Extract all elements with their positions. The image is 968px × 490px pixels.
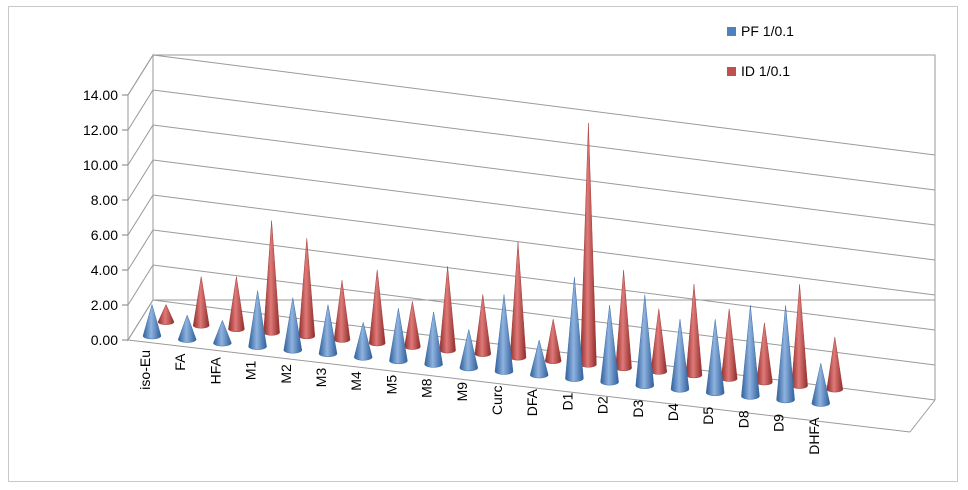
cone-pf <box>353 322 373 361</box>
gridline-side <box>127 159 154 201</box>
cone-pf <box>424 311 443 368</box>
x-tick-label: D4 <box>665 403 681 421</box>
legend-entry: ID 1/0.1 <box>727 63 790 79</box>
y-tick-label: 6.00 <box>91 227 118 243</box>
legend-swatch <box>727 67 736 76</box>
cone-pf <box>283 297 303 354</box>
gridline <box>152 54 936 156</box>
x-tick-label: D8 <box>735 410 751 428</box>
x-tick-label: HFA <box>207 356 223 384</box>
gridline-side <box>127 54 154 96</box>
side-wall <box>127 53 154 342</box>
x-tick-label: DHFA <box>806 417 822 455</box>
gridline-side <box>127 299 154 341</box>
gridline <box>152 159 936 261</box>
cone-pf <box>142 303 162 340</box>
cone-id <box>192 276 210 329</box>
gridline-side <box>127 264 154 306</box>
x-tick-label: M8 <box>419 378 435 398</box>
cone-id <box>544 319 562 364</box>
cone-id <box>650 308 668 375</box>
chart-walls <box>127 53 936 342</box>
cone-pf <box>811 363 831 407</box>
y-axis-ticks: 0.00 2.00 4.00 6.00 8.00 10.00 12.00 14.00 <box>83 87 128 348</box>
legend: PF 1/0.1 ID 1/0.1 <box>727 23 794 79</box>
x-tick-label: M3 <box>313 368 329 388</box>
cone-pf <box>670 319 690 393</box>
x-tick-label: M5 <box>383 375 399 395</box>
x-tick-label: FA <box>172 353 188 371</box>
cone-id <box>756 322 773 386</box>
gridline-side <box>127 89 154 131</box>
legend-entry: PF 1/0.1 <box>727 23 794 39</box>
x-tick-label: Curc <box>489 386 505 416</box>
gridline <box>152 89 936 191</box>
y-tick-label: 2.00 <box>91 297 118 313</box>
gridline <box>152 124 936 226</box>
cone-id <box>720 308 738 382</box>
cone-pf <box>565 277 584 382</box>
cone-pf <box>318 304 338 357</box>
gridline-side <box>127 229 154 271</box>
x-tick-label: D1 <box>559 392 575 410</box>
legend-label: PF 1/0.1 <box>741 23 794 39</box>
cone-pf <box>177 314 197 343</box>
gridline <box>152 194 936 296</box>
cone-id <box>474 294 492 357</box>
x-tick-label: M4 <box>348 371 364 391</box>
y-tick-label: 12.00 <box>83 122 118 138</box>
cone-id <box>157 303 175 325</box>
y-tick-label: 14.00 <box>83 87 118 103</box>
y-tick-label: 8.00 <box>91 192 118 208</box>
cone-pf <box>600 305 619 386</box>
y-tick-label: 10.00 <box>83 157 118 173</box>
x-tick-label: M9 <box>454 382 470 402</box>
x-tick-label: M2 <box>278 364 294 384</box>
cone-pf <box>705 319 725 397</box>
gridline-side <box>127 124 154 166</box>
y-tick-label: 4.00 <box>91 262 118 278</box>
cone-pf <box>741 305 760 400</box>
cone-pf <box>213 319 232 347</box>
cone-pf <box>494 294 514 375</box>
cone-id <box>826 336 844 393</box>
gridlines <box>127 54 936 433</box>
cone-pf <box>776 305 795 404</box>
back-wall <box>152 54 936 301</box>
x-tick-label: M1 <box>243 360 259 380</box>
gridline-side <box>127 194 154 236</box>
x-tick-label: iso-Eu <box>137 350 153 390</box>
x-axis-labels: iso-Eu FA HFA M1 M2 M3 M4 M5 M8 M9 Curc DFA D1 D2 D3 D4… <box>137 350 822 455</box>
cone-pf <box>635 294 655 389</box>
x-tick-label: D3 <box>630 399 646 417</box>
cones <box>142 123 844 407</box>
cone-id <box>404 301 421 350</box>
floor-edge-right <box>909 399 936 433</box>
floor-edge <box>127 339 911 433</box>
gridline <box>152 229 936 331</box>
x-tick-label: D2 <box>595 396 611 414</box>
legend-swatch <box>727 27 736 36</box>
legend-label: ID 1/0.1 <box>741 63 790 79</box>
cone-pf <box>389 308 408 365</box>
x-tick-label: DFA <box>524 388 540 416</box>
x-tick-label: D5 <box>700 407 716 425</box>
cone-pf <box>529 339 549 379</box>
cone-pf <box>248 290 267 350</box>
y-tick-label: 0.00 <box>91 332 118 348</box>
cone-id <box>368 269 386 347</box>
cone-id <box>228 276 245 332</box>
x-tick-label: D9 <box>771 414 787 432</box>
cone-pf <box>459 329 479 372</box>
